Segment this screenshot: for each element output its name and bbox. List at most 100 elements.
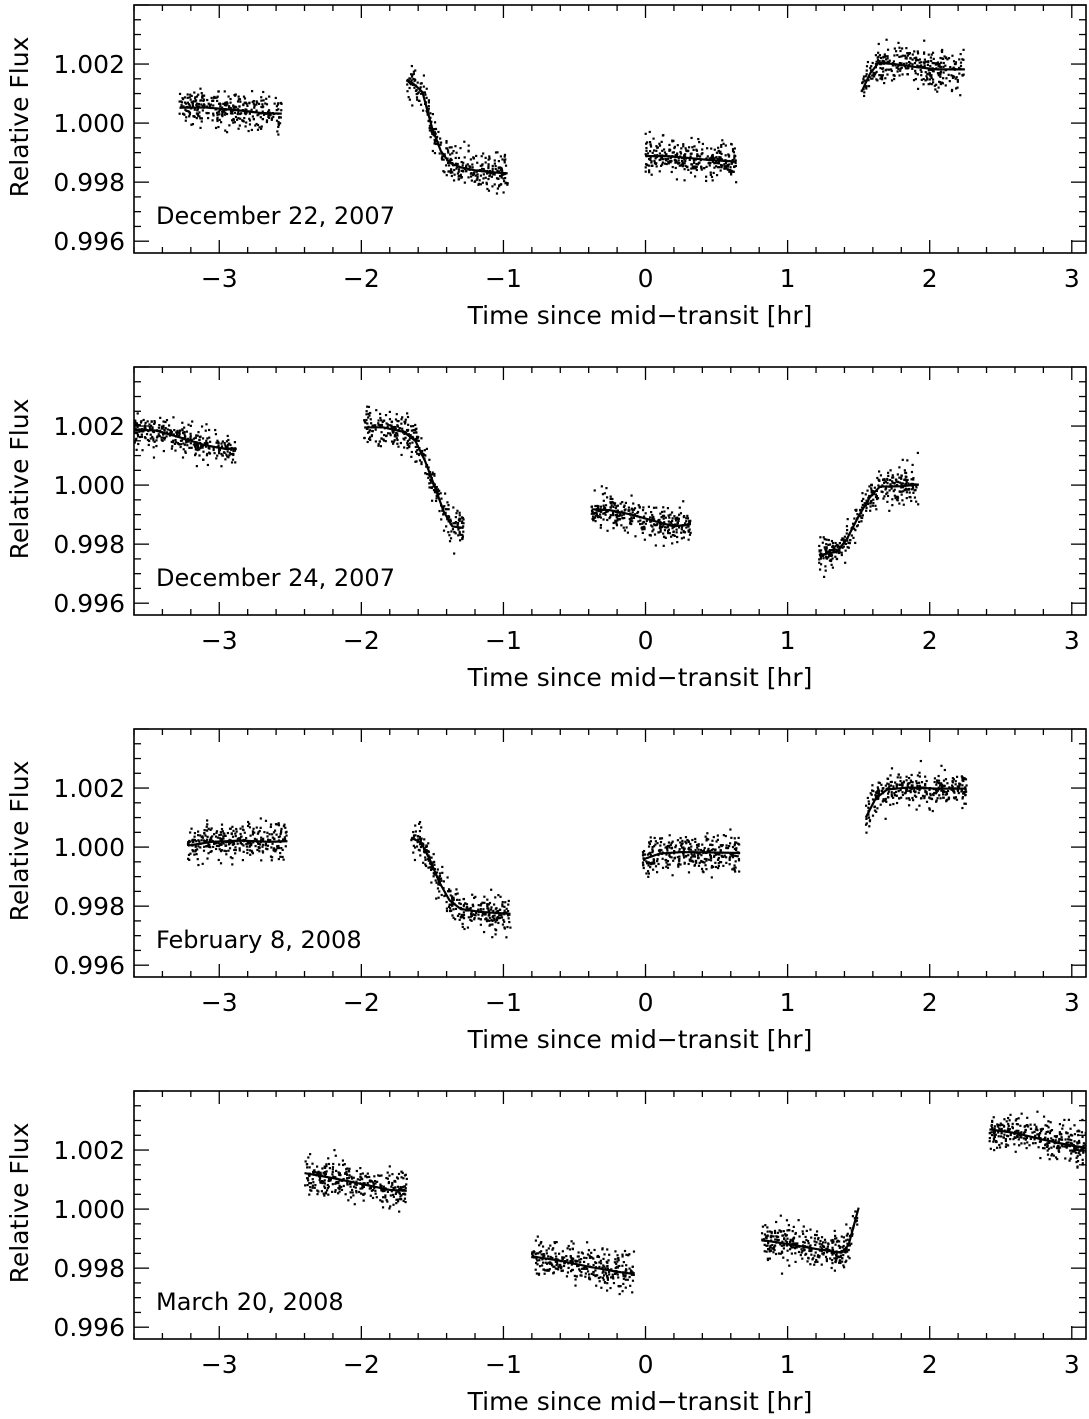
data-point bbox=[958, 784, 961, 787]
data-point bbox=[818, 550, 821, 553]
data-point bbox=[345, 1170, 348, 1174]
data-point bbox=[508, 920, 511, 924]
data-point bbox=[361, 1178, 364, 1181]
data-point bbox=[396, 434, 399, 437]
data-point bbox=[406, 439, 410, 443]
data-point bbox=[450, 174, 453, 178]
data-point bbox=[818, 558, 821, 561]
data-point bbox=[269, 114, 272, 117]
data-point bbox=[417, 453, 421, 457]
data-point bbox=[197, 845, 200, 848]
data-point bbox=[884, 784, 887, 787]
data-point bbox=[225, 850, 228, 853]
data-point bbox=[498, 170, 501, 173]
data-point bbox=[594, 1275, 597, 1278]
data-point bbox=[389, 1205, 392, 1208]
data-point bbox=[630, 522, 633, 526]
data-point bbox=[687, 871, 691, 874]
x-axis-title: Time since mid−transit [hr] bbox=[467, 301, 813, 330]
data-point bbox=[898, 490, 902, 493]
data-point bbox=[196, 105, 199, 108]
data-point bbox=[161, 427, 164, 430]
data-point bbox=[199, 126, 202, 130]
data-point bbox=[909, 789, 912, 792]
data-point bbox=[158, 435, 161, 438]
data-point bbox=[316, 1189, 319, 1192]
data-point bbox=[244, 125, 247, 128]
data-point bbox=[662, 532, 665, 535]
data-point bbox=[157, 426, 161, 429]
data-point bbox=[201, 835, 204, 838]
data-point bbox=[195, 103, 198, 107]
data-point bbox=[230, 841, 234, 844]
data-point bbox=[380, 1189, 383, 1192]
data-point bbox=[624, 1274, 627, 1277]
data-point bbox=[659, 837, 662, 840]
data-point bbox=[140, 433, 143, 436]
data-point bbox=[338, 1172, 342, 1175]
data-point bbox=[705, 837, 708, 840]
data-point bbox=[613, 521, 617, 524]
data-point bbox=[390, 1185, 393, 1188]
data-point bbox=[717, 146, 720, 149]
data-point bbox=[871, 74, 874, 77]
data-point bbox=[674, 517, 678, 520]
data-point bbox=[238, 849, 241, 852]
data-point bbox=[250, 128, 253, 132]
data-point bbox=[451, 900, 454, 903]
data-point bbox=[265, 103, 269, 106]
data-point bbox=[863, 502, 866, 505]
data-point bbox=[584, 1272, 587, 1275]
data-point bbox=[885, 800, 888, 803]
data-point bbox=[892, 60, 895, 63]
data-point bbox=[662, 506, 665, 509]
data-point bbox=[652, 137, 655, 140]
data-point bbox=[242, 844, 245, 847]
data-point bbox=[413, 834, 416, 837]
data-point bbox=[818, 561, 821, 564]
data-point bbox=[487, 914, 490, 917]
data-point bbox=[871, 814, 875, 817]
data-point bbox=[594, 504, 597, 508]
data-point bbox=[663, 521, 666, 524]
data-point bbox=[687, 146, 691, 149]
data-point bbox=[860, 520, 863, 523]
data-point bbox=[503, 161, 506, 164]
data-point bbox=[451, 528, 455, 531]
data-point bbox=[208, 451, 211, 454]
data-point bbox=[161, 436, 164, 439]
data-point bbox=[865, 506, 868, 510]
data-point bbox=[422, 85, 425, 88]
data-point bbox=[728, 863, 731, 866]
data-point bbox=[252, 841, 255, 844]
data-point bbox=[914, 69, 917, 72]
data-point bbox=[324, 1192, 328, 1195]
data-point bbox=[601, 1276, 605, 1279]
data-point bbox=[690, 845, 693, 848]
data-point bbox=[620, 524, 623, 527]
data-point bbox=[189, 437, 192, 440]
data-point bbox=[925, 75, 928, 78]
data-point bbox=[871, 784, 874, 787]
data-point bbox=[435, 497, 438, 500]
data-point bbox=[647, 852, 651, 855]
data-point bbox=[657, 531, 660, 534]
data-point bbox=[380, 1184, 383, 1188]
data-point bbox=[501, 903, 504, 906]
data-point bbox=[135, 448, 138, 451]
data-point bbox=[210, 850, 213, 853]
data-point bbox=[391, 1193, 395, 1197]
data-point bbox=[405, 1183, 408, 1186]
data-point bbox=[328, 1167, 331, 1170]
data-point bbox=[209, 103, 212, 106]
data-point bbox=[654, 157, 657, 160]
data-point bbox=[207, 852, 210, 855]
data-point bbox=[879, 56, 883, 60]
data-point bbox=[606, 1261, 609, 1264]
data-point bbox=[479, 164, 482, 167]
data-point bbox=[942, 57, 945, 60]
data-point bbox=[185, 109, 188, 112]
data-point bbox=[255, 838, 258, 841]
data-point bbox=[654, 865, 658, 868]
data-point bbox=[337, 1182, 340, 1185]
